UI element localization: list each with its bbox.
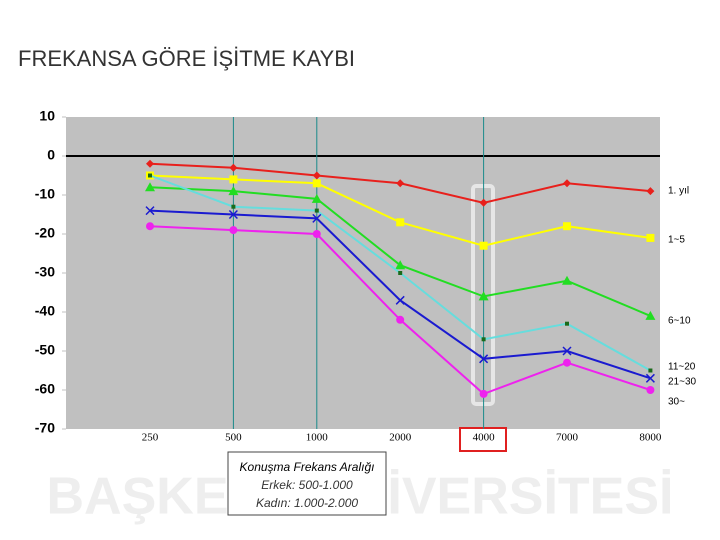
y-tick-label: -10: [35, 186, 55, 202]
marker: [312, 213, 322, 223]
marker: [145, 182, 155, 192]
marker: [563, 358, 571, 367]
y-tick-label: -40: [35, 303, 55, 319]
series: 11~20: [148, 173, 696, 373]
marker: [563, 222, 571, 231]
legend-label: 1. yıl: [668, 186, 689, 197]
y-tick-label: 0: [47, 147, 55, 163]
marker: [228, 186, 239, 196]
marker: [479, 241, 488, 250]
series: 6~10: [145, 182, 691, 327]
legend-label: 21~30: [668, 377, 697, 388]
marker: [648, 368, 653, 373]
x-tick-label: 8000: [639, 432, 662, 444]
marker: [312, 230, 321, 238]
marker: [645, 310, 656, 320]
series: 21~30: [145, 206, 697, 388]
y-tick-label: -50: [35, 342, 55, 358]
x-tick-label: 2000: [389, 432, 412, 444]
marker: [229, 226, 238, 235]
series: 30~: [146, 222, 685, 408]
callout-box: [227, 451, 387, 516]
marker: [229, 163, 238, 172]
callout-line: Erkek: 500-1.000: [261, 478, 353, 492]
marker: [146, 222, 154, 231]
marker: [395, 260, 406, 270]
marker: [396, 179, 405, 188]
marker: [645, 373, 655, 383]
y-tick-label: -60: [35, 381, 55, 397]
marker: [646, 233, 655, 242]
x-tick-label: 4000: [473, 432, 496, 444]
plot-area: [66, 117, 660, 429]
marker: [646, 386, 655, 394]
y-tick-label: -20: [35, 225, 55, 241]
marker: [478, 291, 489, 301]
marker: [481, 337, 486, 342]
marker: [229, 175, 238, 184]
x-tick-label: 1000: [306, 432, 329, 444]
highlight-label-box: [459, 427, 507, 452]
marker: [314, 208, 319, 213]
x-tick-label: 250: [142, 432, 159, 444]
marker: [565, 321, 569, 326]
marker: [479, 198, 488, 207]
legend-label: 6~10: [668, 316, 691, 327]
callout-line: Konuşma Frekans Aralığı: [240, 460, 375, 474]
marker: [395, 295, 405, 305]
x-tick-label: 7000: [556, 432, 579, 444]
marker: [479, 354, 489, 364]
marker: [563, 179, 571, 188]
marker: [562, 275, 572, 285]
marker: [146, 159, 154, 168]
marker: [398, 271, 403, 275]
marker: [312, 171, 321, 180]
marker: [562, 346, 572, 356]
y-tick-label: -30: [35, 264, 55, 280]
marker: [145, 206, 155, 216]
legend-label: 11~20: [668, 362, 696, 373]
marker: [479, 389, 488, 398]
marker: [148, 173, 152, 178]
marker: [646, 187, 655, 196]
legend-label: 1~5: [668, 235, 685, 246]
series: 1. yıl: [146, 159, 689, 207]
chart-title: FREKANSA GÖRE İŞİTME KAYBI: [18, 46, 355, 71]
marker: [311, 193, 322, 203]
marker: [396, 315, 405, 324]
marker: [231, 204, 236, 209]
y-tick-label: -70: [35, 420, 55, 436]
marker: [312, 179, 321, 188]
callout-line: Kadın: 1.000-2.000: [256, 496, 358, 510]
y-tick-label: 10: [39, 108, 55, 124]
marker: [396, 218, 405, 227]
marker: [228, 209, 238, 220]
legend-label: 30~: [668, 397, 685, 408]
x-tick-label: 500: [225, 432, 242, 444]
